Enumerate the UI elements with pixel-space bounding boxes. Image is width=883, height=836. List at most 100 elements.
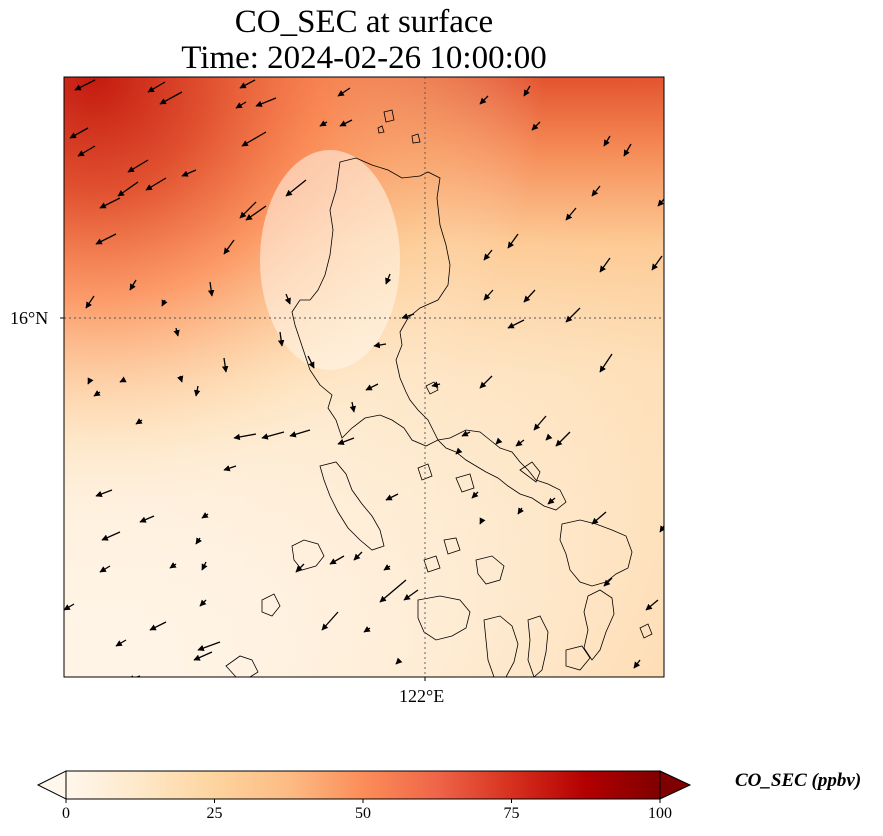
wind-arrow xyxy=(201,561,208,571)
colorbar-tick-label: 0 xyxy=(62,805,70,822)
wind-arrow xyxy=(129,279,137,291)
wind-arrow xyxy=(169,562,177,569)
wind-arrow xyxy=(483,249,493,261)
wind-arrow xyxy=(181,169,197,177)
wind-arrow xyxy=(329,555,345,565)
wind-arrow xyxy=(339,119,353,127)
wind-arrow xyxy=(395,657,403,665)
wind-arrow xyxy=(99,565,111,573)
latitude-tick-label: 16°N xyxy=(10,308,49,328)
wind-arrow xyxy=(523,85,531,97)
wind-arrow xyxy=(95,233,117,245)
wind-arrow xyxy=(353,551,363,561)
wind-arrow xyxy=(239,201,257,219)
wind-arrow xyxy=(479,375,493,389)
colorbar-tick-label: 25 xyxy=(206,805,223,822)
wind-arrow xyxy=(599,353,613,373)
wind-arrow xyxy=(195,537,202,545)
wind-arrow xyxy=(177,375,184,383)
wind-arrow xyxy=(403,589,419,601)
wind-arrow xyxy=(235,101,247,109)
wind-arrow xyxy=(349,401,357,413)
wind-arrow xyxy=(591,185,601,197)
wind-arrow xyxy=(431,381,441,388)
wind-arrow xyxy=(74,79,96,91)
wind-arrow xyxy=(623,143,632,157)
wind-arrow xyxy=(479,95,489,105)
wind-arrow xyxy=(531,121,541,131)
wind-arrow xyxy=(93,390,101,397)
wind-arrow xyxy=(495,437,503,445)
wind-arrow xyxy=(533,415,547,431)
wind-arrow xyxy=(145,177,167,191)
wind-arrow xyxy=(385,273,392,285)
wind-arrow xyxy=(193,385,201,397)
wind-arrow xyxy=(603,577,613,587)
wind-arrow xyxy=(119,376,127,383)
wind-arrow xyxy=(651,255,663,271)
wind-arrow xyxy=(373,341,387,349)
wind-arrow xyxy=(285,179,307,197)
wind-arrow xyxy=(523,289,536,303)
wind-arrow xyxy=(555,431,571,447)
colorbar-label: CO_SEC (ppbv) xyxy=(735,770,862,791)
wind-arrow xyxy=(223,465,237,472)
wind-arrow xyxy=(295,563,305,573)
wind-arrow xyxy=(507,233,519,249)
wind-arrow xyxy=(127,159,149,173)
map-field xyxy=(64,77,664,677)
colorbar-tick-label: 100 xyxy=(648,805,672,822)
wind-arrow xyxy=(337,437,355,445)
wind-arrow xyxy=(385,493,399,501)
wind-arrow xyxy=(289,429,311,438)
wind-arrow xyxy=(87,377,94,385)
wind-arrow xyxy=(115,639,127,647)
wind-arrow xyxy=(659,525,664,533)
wind-arrow xyxy=(599,257,611,273)
wind-arrow xyxy=(337,87,351,97)
wind-arrow xyxy=(507,319,525,329)
colorbar-tick-label: 75 xyxy=(503,805,520,822)
wind-arrow xyxy=(591,511,607,525)
map-frame xyxy=(63,76,665,678)
wind-arrow xyxy=(284,293,291,305)
wind-arrow xyxy=(221,357,229,373)
wind-arrow xyxy=(95,489,113,497)
wind-arrow xyxy=(199,599,207,607)
wind-arrow xyxy=(515,439,525,447)
wind-arrow xyxy=(603,135,611,147)
wind-arrow xyxy=(223,239,235,255)
wind-arrow xyxy=(461,430,471,437)
wind-arrow xyxy=(77,145,96,157)
wind-arrow xyxy=(149,621,167,631)
wind-arrow xyxy=(633,659,641,669)
wind-arrow xyxy=(277,331,285,347)
colorbar-extend-high xyxy=(659,770,692,800)
wind-arrow xyxy=(565,307,581,323)
wind-arrow xyxy=(233,433,257,441)
wind-arrow xyxy=(321,611,339,631)
wind-arrow xyxy=(455,447,463,455)
colorbar-ramp xyxy=(65,770,661,800)
wind-arrow xyxy=(193,651,213,661)
wind-arrow xyxy=(401,313,415,320)
map-title: CO_SEC at surface xyxy=(234,4,494,40)
wind-arrow xyxy=(483,289,494,301)
wind-arrow xyxy=(565,207,577,221)
wind-arrow xyxy=(64,603,75,611)
wind-vectors xyxy=(64,79,664,677)
map-subtitle-time: Time: 2024-02-26 10:00:00 xyxy=(181,40,547,76)
wind-arrow xyxy=(517,507,524,515)
wind-arrow xyxy=(241,131,267,147)
wind-arrow xyxy=(261,431,285,440)
gridlines xyxy=(64,77,664,677)
wind-arrow xyxy=(201,512,209,519)
wind-arrow xyxy=(135,418,143,425)
wind-arrow xyxy=(117,181,139,197)
wind-arrow xyxy=(255,97,277,107)
wind-arrow xyxy=(379,579,407,603)
wind-arrow xyxy=(365,383,379,391)
wind-arrow xyxy=(69,127,89,139)
